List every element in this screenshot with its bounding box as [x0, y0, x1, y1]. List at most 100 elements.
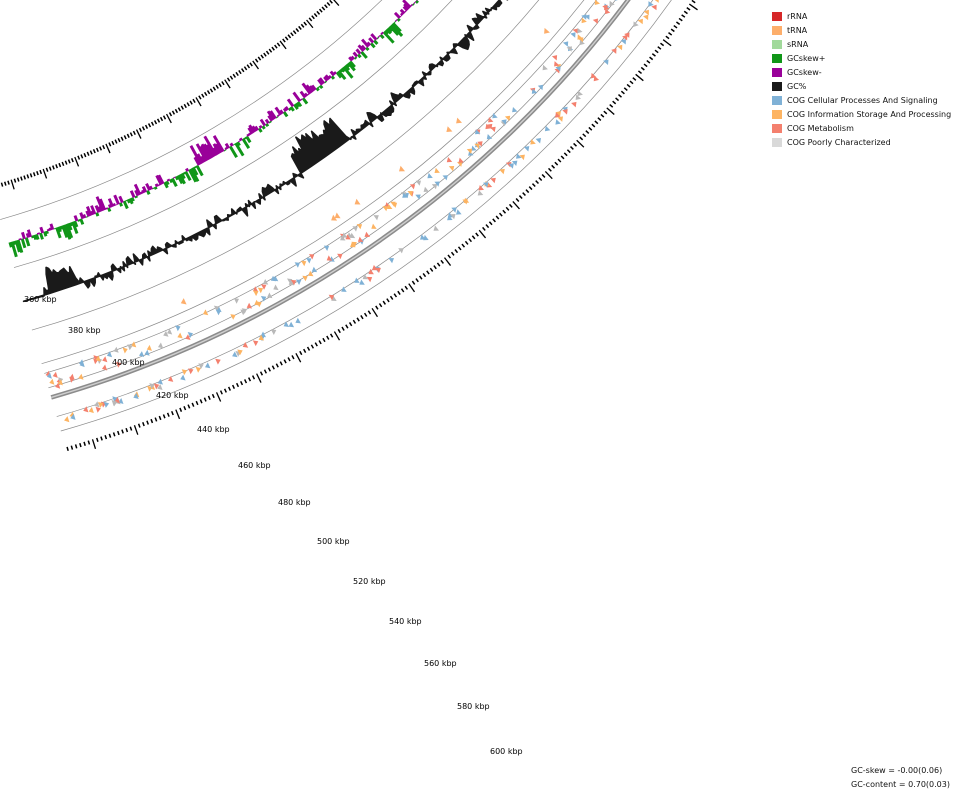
- cog-cellular-feature: [523, 146, 530, 152]
- minor-tick: [166, 412, 170, 417]
- minor-tick: [240, 381, 244, 386]
- minor-tick: [177, 107, 181, 112]
- cog-information-feature: [356, 224, 363, 230]
- position-label: 520 kbp: [353, 577, 386, 586]
- minor-tick: [186, 102, 190, 107]
- cog-information-swatch-icon: [772, 109, 782, 119]
- cog-cellular-feature: [294, 262, 300, 268]
- minor-tick: [111, 140, 115, 146]
- minor-tick: [39, 169, 43, 175]
- cog-poorly-swatch-icon: [772, 137, 782, 147]
- cog-information-feature: [258, 334, 265, 341]
- major-tick: [42, 168, 48, 179]
- minor-tick: [263, 369, 268, 374]
- minor-tick: [482, 226, 486, 231]
- cog-poorly-feature: [431, 184, 438, 190]
- minor-tick: [259, 371, 264, 376]
- legend-label: COG Poorly Characterized: [787, 137, 891, 147]
- cog-cellular-feature: [283, 321, 290, 327]
- minor-tick: [620, 90, 625, 95]
- cog-cellular-feature: [79, 359, 85, 366]
- cog-cellular-feature: [288, 321, 295, 328]
- cog-cellular-feature: [516, 153, 522, 159]
- cog-poorly-feature: [415, 180, 421, 186]
- cog-cellular-feature: [70, 413, 76, 420]
- minor-tick: [681, 14, 686, 18]
- cog-information-feature: [555, 111, 561, 117]
- gc-skew-negative: [18, 0, 418, 241]
- cog-information-feature: [387, 203, 393, 209]
- cog-poorly-feature: [113, 346, 119, 353]
- minor-tick: [316, 10, 321, 15]
- gc-content-stat: GC-content = 0.70(0.03): [851, 780, 950, 789]
- minor-tick: [454, 249, 459, 254]
- cog-cellular-feature: [570, 32, 576, 38]
- cog-cellular-feature: [175, 325, 181, 332]
- rrna-swatch-icon: [772, 11, 782, 21]
- cog-metabolism-feature: [592, 18, 598, 24]
- cog-poorly-feature: [341, 232, 348, 238]
- minor-tick: [508, 203, 513, 208]
- cog-cellular-feature: [323, 245, 330, 251]
- minor-tick: [298, 25, 302, 30]
- legend-item-trna: tRNA: [772, 23, 951, 37]
- major-tick: [252, 60, 260, 70]
- minor-tick: [356, 317, 360, 322]
- minor-tick: [422, 272, 427, 278]
- minor-tick: [249, 62, 253, 67]
- cog-poorly-feature: [163, 330, 169, 337]
- cog-poorly-feature: [349, 232, 356, 239]
- cog-metabolism-feature: [487, 123, 493, 130]
- minor-tick: [243, 379, 248, 384]
- minor-tick: [360, 315, 364, 320]
- cog-poorly-feature: [111, 400, 117, 407]
- cog-poorly-feature: [158, 342, 164, 349]
- minor-tick: [691, 0, 696, 4]
- cog-cellular-feature: [341, 286, 347, 292]
- major-tick: [576, 139, 585, 148]
- cog-information-feature: [256, 301, 262, 308]
- cog-cellular-feature: [144, 349, 150, 356]
- minor-tick: [554, 161, 559, 166]
- minor-tick: [207, 395, 211, 400]
- cog-information-feature: [302, 275, 308, 282]
- minor-tick: [29, 173, 33, 178]
- gc-skew-positive: [8, 0, 419, 258]
- minor-tick: [557, 158, 562, 163]
- cog-cellular-feature: [359, 279, 365, 285]
- cog-poorly-feature: [331, 295, 337, 301]
- cog-metabolism-feature: [337, 253, 343, 260]
- cog-poorly-feature: [450, 214, 456, 220]
- minor-tick: [573, 142, 577, 147]
- minor-tick: [352, 319, 357, 324]
- minor-tick: [99, 146, 103, 151]
- minor-tick: [129, 426, 133, 431]
- minor-tick: [156, 118, 161, 123]
- minor-tick: [492, 218, 496, 223]
- minor-tick: [114, 139, 118, 144]
- minor-tick: [426, 270, 430, 275]
- position-label: 400 kbp: [112, 358, 145, 367]
- minor-tick: [341, 326, 345, 331]
- minor-tick: [74, 444, 78, 449]
- cog-information-feature: [95, 355, 101, 362]
- minor-tick: [174, 108, 179, 114]
- minor-tick: [313, 13, 318, 18]
- cog-poorly-feature: [287, 278, 293, 284]
- cog-cellular-feature: [544, 125, 551, 132]
- cog-poorly-feature: [477, 190, 484, 196]
- minor-tick: [3, 181, 7, 186]
- cog-cellular-feature: [157, 378, 163, 385]
- cog-metabolism-feature: [555, 112, 561, 118]
- cog-cellular-feature: [260, 296, 267, 302]
- minor-tick: [660, 42, 665, 47]
- cog-metabolism-feature: [611, 48, 617, 54]
- minor-tick: [609, 103, 614, 108]
- minor-tick: [683, 10, 688, 15]
- cog-poorly-feature: [362, 274, 369, 280]
- cog-metabolism-swatch-icon: [772, 123, 782, 133]
- legend-item-gc-content: GC%: [772, 79, 951, 93]
- minor-tick: [226, 77, 231, 82]
- cog-cellular-feature: [311, 266, 318, 273]
- cog-cellular-feature: [442, 175, 448, 181]
